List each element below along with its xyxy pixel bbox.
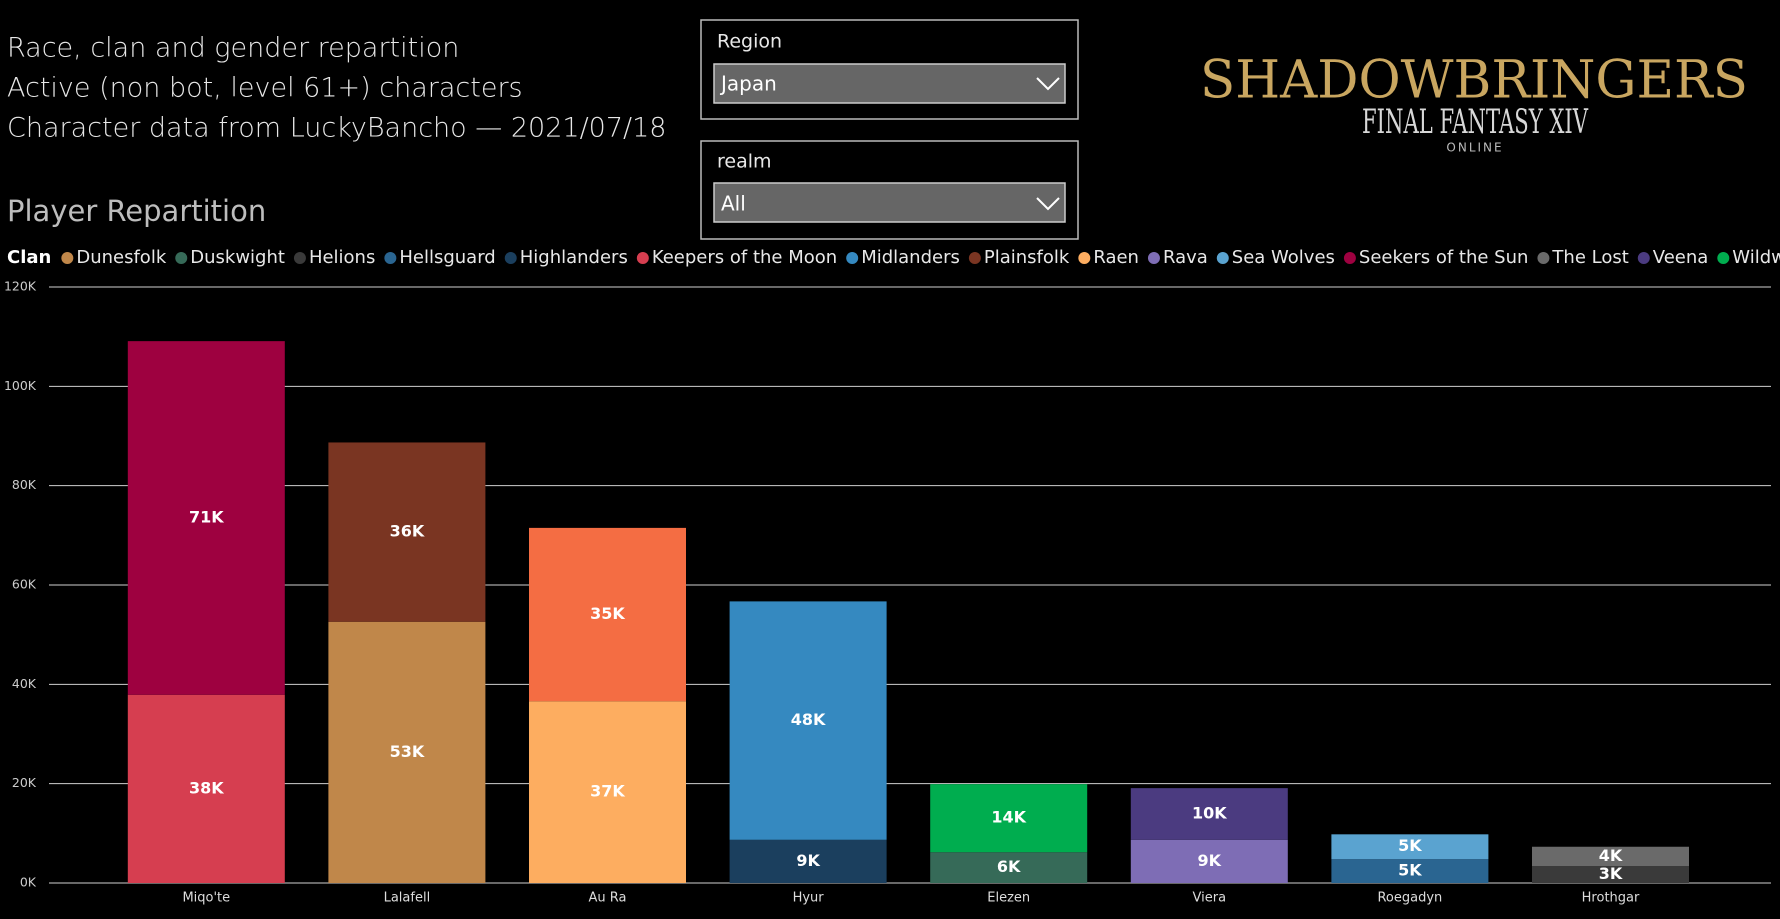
data-label: 38K [189, 778, 224, 797]
data-label: 14K [991, 808, 1026, 827]
data-label: 9K [1198, 851, 1222, 870]
x-tick-label: Viera [1193, 891, 1227, 906]
legend-marker [293, 252, 306, 264]
legend-label: Duskwight [190, 247, 285, 268]
dropdown[interactable] [713, 182, 1066, 223]
legend-label: The Lost [1551, 247, 1628, 268]
legend-label: Rava [1163, 247, 1208, 268]
data-label: 36K [390, 522, 425, 541]
y-tick-label: 20K [12, 775, 37, 790]
y-tick-label: 120K [4, 279, 37, 294]
legend-marker [1216, 252, 1229, 264]
legend-label: Helions [309, 247, 375, 268]
chart-title: Player Repartition [7, 194, 266, 228]
legend-marker [384, 252, 397, 264]
bar-segment [127, 694, 285, 883]
legend-marker [504, 252, 517, 264]
legend-label: Highlanders [520, 247, 628, 268]
y-tick-label: 0K [20, 875, 37, 890]
data-label: 53K [390, 742, 425, 761]
legend-label: Plainsfolk [984, 247, 1070, 268]
dropdown[interactable] [713, 63, 1066, 104]
data-label: 10K [1192, 803, 1227, 822]
dropdown-value[interactable]: Japan [719, 72, 777, 96]
legend-marker [1717, 252, 1730, 264]
header-line: Active (non bot, level 61+) characters [7, 73, 523, 104]
legend-marker [1637, 252, 1650, 264]
plot: 0K 20K 40K 60K 80K 100K 120K Miqo'te 38K 71K Lalaf… [4, 279, 1771, 906]
legend-label: Hellsguard [399, 247, 495, 268]
bar-segment [529, 527, 686, 702]
bar-segment [1331, 834, 1489, 860]
data-label: 9K [796, 851, 820, 870]
bar-segment [127, 341, 285, 695]
bar-segment [1532, 846, 1689, 867]
legend-label: Raen [1093, 247, 1139, 268]
legend-marker [1537, 252, 1550, 264]
y-tick-label: 100K [4, 378, 37, 393]
bar-segment [1331, 859, 1489, 883]
y-tick-label: 60K [12, 577, 37, 592]
data-label: 71K [189, 507, 224, 526]
bar-segment [729, 601, 887, 840]
filter-label: Region [717, 31, 782, 53]
chevron[interactable] [1036, 77, 1060, 91]
data-label: 6K [997, 857, 1021, 876]
x-tick-label: Roegadyn [1377, 891, 1442, 906]
bar-segment [930, 852, 1088, 883]
logo: SHADOWBRINGERS FINAL FANTASY XIV ONLINE [1200, 51, 1748, 155]
x-tick-label: Miqo'te [182, 891, 230, 906]
y-tick-label: 40K [12, 676, 37, 691]
x-tick-label: Elezen [987, 891, 1030, 906]
data-label: 48K [791, 710, 826, 729]
legend-label: Keepers of the Moon [652, 247, 837, 268]
bar-segment [1532, 866, 1689, 883]
logo-tag: ONLINE [1446, 141, 1503, 155]
logo-subtitle: FINAL FANTASY XIV [1362, 102, 1589, 142]
legend-label: Wildwood [1732, 247, 1780, 268]
x-tick-label: Lalafell [384, 891, 431, 906]
bar-segment [328, 442, 486, 622]
data-label: 5K [1398, 861, 1422, 880]
x-tick-label: Hrothgar [1582, 891, 1640, 906]
legend-label: Midlanders [861, 247, 960, 268]
legend-label: Seekers of the Sun [1359, 247, 1529, 268]
data-label: 4K [1599, 846, 1623, 865]
data-label: 35K [590, 604, 625, 623]
region-filter: Region Japan [700, 19, 1079, 120]
legend-label: Dunesfolk [76, 247, 166, 268]
bar-segment [930, 784, 1088, 853]
legend-label: Veena [1653, 247, 1709, 268]
legend-marker [61, 252, 74, 264]
legend-marker [636, 252, 649, 264]
bar-segment [529, 701, 686, 883]
bar-segment [1130, 788, 1288, 840]
legend-marker [175, 252, 188, 264]
legend-title: Clan [7, 247, 51, 268]
header-line: Character data from LuckyBancho — 2021/0… [7, 113, 666, 144]
legend-marker [1078, 252, 1091, 264]
legend-marker [968, 252, 981, 264]
legend-marker [1343, 252, 1356, 264]
bar-segment [1130, 839, 1288, 883]
x-tick-label: Hyur [793, 891, 825, 906]
header-line: Race, clan and gender repartition [7, 33, 459, 64]
legend-label: Sea Wolves [1232, 247, 1335, 268]
realm-filter: realm All [700, 140, 1079, 240]
data-label: 37K [590, 782, 625, 801]
legend: Clan Dunesfolk Duskwight Helions Hellsguard H… [7, 247, 1780, 268]
filter-label: realm [717, 151, 772, 173]
chevron[interactable] [1036, 197, 1060, 211]
data-label: 3K [1599, 864, 1623, 883]
data-label: 5K [1398, 836, 1422, 855]
legend-marker [1147, 252, 1160, 264]
x-tick-label: Au Ra [589, 891, 627, 906]
dropdown-value[interactable]: All [721, 192, 746, 216]
bar-segment [729, 839, 887, 883]
logo-title: SHADOWBRINGERS [1200, 51, 1748, 111]
legend-marker [846, 252, 859, 264]
y-tick-label: 80K [12, 477, 37, 492]
bar-segment [328, 621, 486, 883]
